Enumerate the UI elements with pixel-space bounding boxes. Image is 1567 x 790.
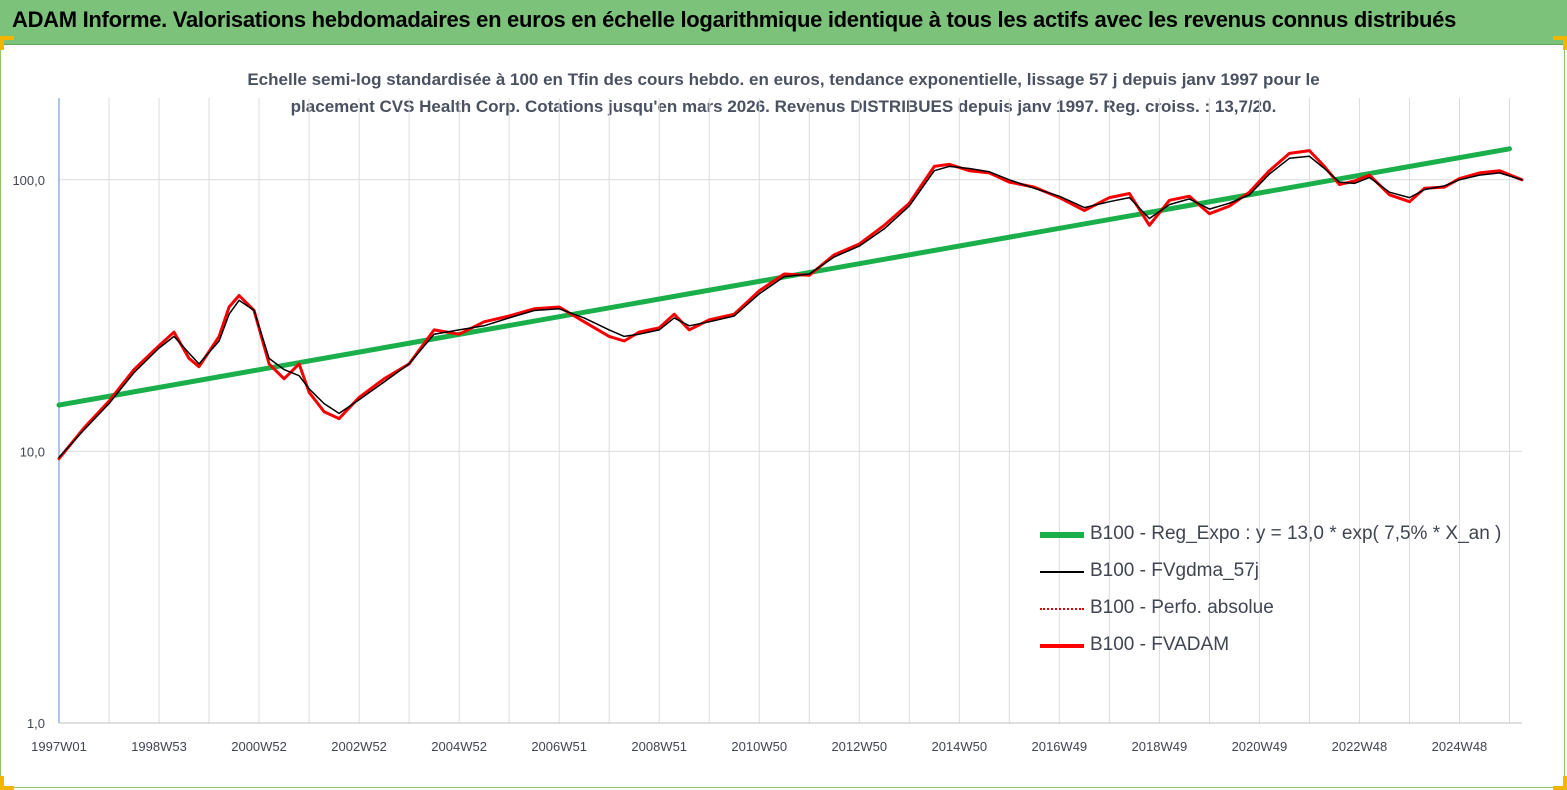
- chart-title: Echelle semi-log standardisée à 100 en T…: [0, 66, 1567, 120]
- legend-label-smoothed: B100 - FVgdma_57j: [1090, 560, 1259, 581]
- legend-label-regression: B100 - Reg_Expo : y = 13,0 * exp( 7,5% *…: [1090, 523, 1502, 544]
- x-tick-label: 1998W53: [131, 739, 187, 754]
- x-tick-label: 2014W50: [931, 739, 987, 754]
- series-line-fvadam: [57, 149, 1524, 461]
- corner-marker-icon: [1553, 776, 1567, 790]
- x-tick-label: 2024W48: [1432, 739, 1488, 754]
- x-tick-label: 1997W01: [31, 739, 87, 754]
- corner-marker-icon: [0, 36, 14, 50]
- x-tick-label: 2012W50: [831, 739, 887, 754]
- legend-label-absolute: B100 - Perfo. absolue: [1090, 597, 1274, 618]
- y-tick-label: 10,0: [20, 444, 45, 459]
- x-tick-label: 2010W50: [731, 739, 787, 754]
- legend-label-fvadam: B100 - FVADAM: [1090, 634, 1230, 655]
- y-tick-label: 1,0: [27, 716, 45, 731]
- title-banner: ADAM Informe. Valorisations hebdomadaire…: [0, 0, 1567, 45]
- series-line-smoothed: [58, 155, 1523, 459]
- legend-swatch-fvadam: [1040, 644, 1084, 648]
- y-tick-label: 100,0: [12, 173, 45, 188]
- x-tick-label: 2006W51: [531, 739, 587, 754]
- x-tick-label: 2008W51: [631, 739, 687, 754]
- x-tick-label: 2016W49: [1032, 739, 1088, 754]
- x-tick-label: 2000W52: [231, 739, 287, 754]
- legend-swatch-smoothed: [1040, 571, 1084, 573]
- x-tick-label: 2002W52: [331, 739, 387, 754]
- legend-swatch-absolute: [1040, 608, 1084, 610]
- x-tick-label: 2022W48: [1332, 739, 1388, 754]
- x-tick-label: 2004W52: [431, 739, 487, 754]
- corner-marker-icon: [0, 776, 14, 790]
- x-tick-label: 2018W49: [1132, 739, 1188, 754]
- corner-marker-icon: [1553, 36, 1567, 50]
- chart-title-line-2: placement CVS Health Corp. Cotations jus…: [290, 97, 1277, 116]
- x-tick-label: 2020W49: [1232, 739, 1288, 754]
- legend-swatch-regression: [1040, 532, 1084, 538]
- series-line-absolute: [58, 150, 1523, 460]
- banner-title: ADAM Informe. Valorisations hebdomadaire…: [12, 7, 1457, 32]
- chart-title-line-1: Echelle semi-log standardisée à 100 en T…: [247, 70, 1320, 89]
